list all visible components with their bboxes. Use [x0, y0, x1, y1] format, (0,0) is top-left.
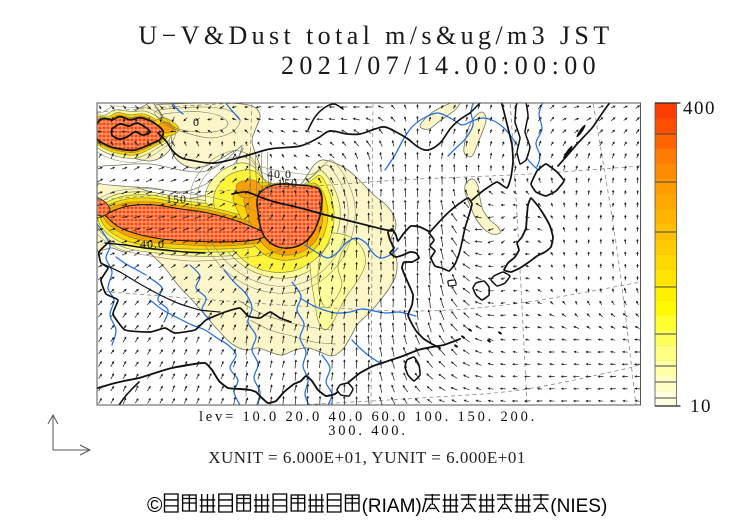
svg-text:300. 400.: 300. 400.: [328, 423, 408, 439]
svg-text:(NIES): (NIES): [550, 496, 607, 517]
svg-text:150: 150: [277, 176, 298, 190]
svg-text:10: 10: [690, 396, 712, 417]
svg-text:XUNIT = 6.000E+01, YUNIT =: XUNIT = 6.000E+01, YUNIT = 6.000E+01: [208, 448, 526, 467]
svg-text:150: 150: [166, 192, 187, 206]
svg-text:lev= 10.0 20.0 40.0 60.0: lev= 10.0 20.0 40.0 60.0 100. 150. 200.: [199, 409, 537, 425]
svg-text:(RIAM)/: (RIAM)/: [362, 496, 428, 517]
svg-text:40.0: 40.0: [267, 167, 292, 181]
svg-text:400: 400: [683, 98, 716, 119]
svg-text:2021/07/14.00:00:00: 2021/07/14.00:00:00: [281, 51, 601, 80]
svg-text:0: 0: [193, 115, 200, 129]
svg-text:U−V&Dust total m/s&ug/m3 JST: U−V&Dust total m/s&ug/m3 JST: [138, 21, 613, 50]
svg-text:©: ©: [147, 494, 163, 517]
svg-text:40.0: 40.0: [140, 237, 165, 251]
